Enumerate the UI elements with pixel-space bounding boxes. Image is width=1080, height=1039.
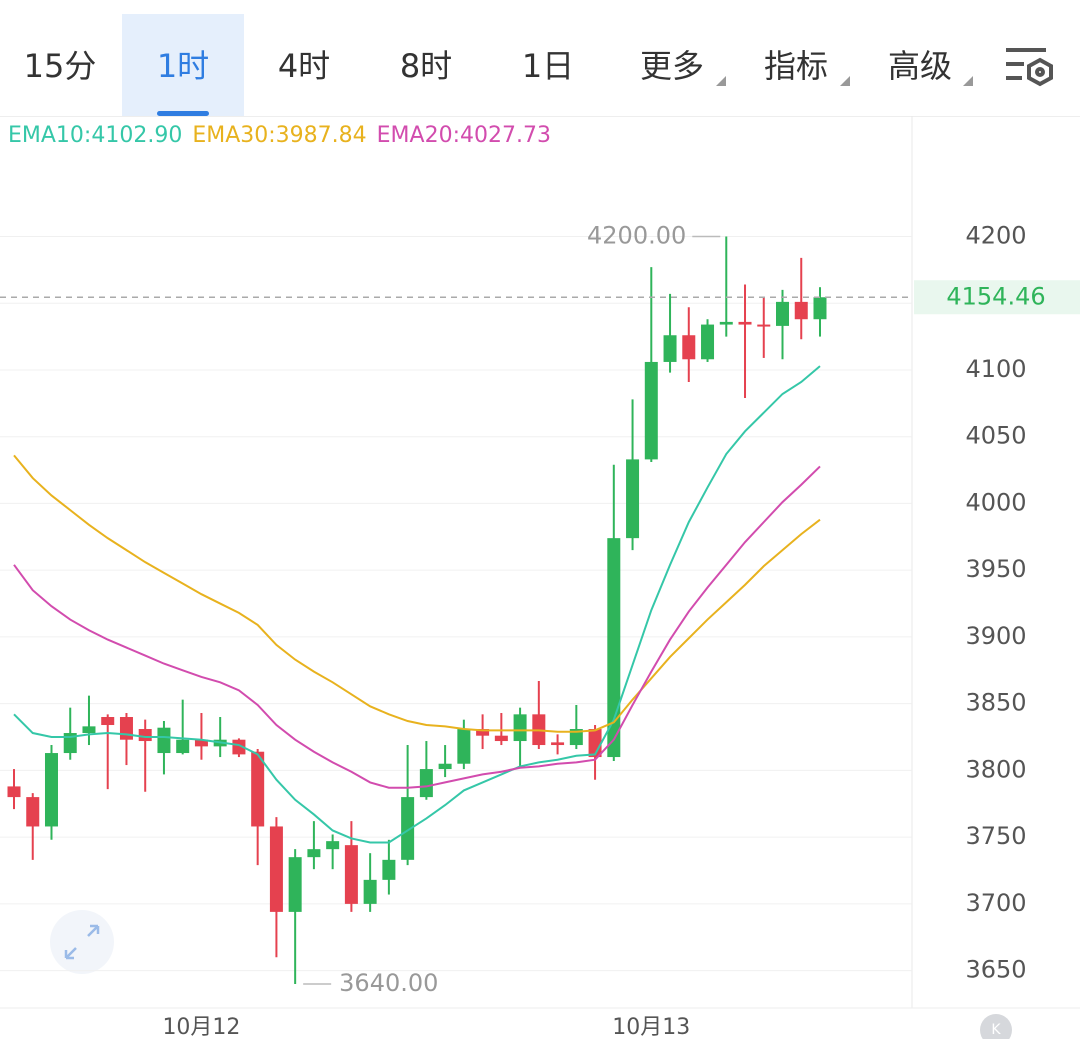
candle-body [626, 459, 640, 539]
x-tick-label: 10月13 [612, 1015, 690, 1039]
k-button[interactable] [980, 1014, 1012, 1039]
candle-body [63, 733, 77, 754]
legend-entry: EMA30:3987.84 [192, 123, 366, 148]
candle-body [663, 335, 677, 362]
candle-body [269, 826, 283, 912]
candle-body [44, 753, 58, 827]
candle-body [682, 335, 696, 360]
candle-body [476, 729, 490, 736]
candle-body [157, 727, 171, 754]
annotation-label: 3640.00 [339, 969, 438, 997]
candle-body [701, 324, 715, 360]
candle-body [251, 751, 265, 827]
candle-body [719, 321, 733, 325]
tab[interactable]: 1日 [521, 47, 575, 85]
candle-body [382, 859, 396, 880]
y-tick-label: 3950 [965, 555, 1026, 583]
tab[interactable]: 8时 [399, 47, 453, 85]
candle-body [119, 717, 133, 740]
tab[interactable]: 15分 [23, 47, 97, 85]
legend-entry: EMA10:4102.90 [8, 123, 182, 148]
candle-body [326, 841, 340, 850]
candle-body [7, 786, 21, 798]
candle-body [138, 729, 152, 742]
candle-body [569, 729, 583, 746]
candle-body [176, 739, 190, 754]
candle-body [794, 301, 808, 320]
ema-line [13, 365, 821, 844]
ema-line [13, 465, 821, 789]
candle-body [232, 739, 246, 755]
y-tick-label: 4100 [965, 355, 1026, 383]
candle-body [101, 717, 115, 726]
candle-body [419, 769, 433, 798]
candle-body [494, 735, 508, 742]
y-tick-label: 4200 [965, 221, 1026, 249]
last-price-box [914, 280, 1080, 315]
candle-body [738, 321, 752, 325]
candle-body [551, 742, 565, 746]
y-tick-label: 4000 [965, 488, 1026, 516]
candle-body [607, 538, 621, 758]
y-tick-label: 3750 [965, 822, 1026, 850]
last-price-label: 4154.46 [946, 282, 1045, 310]
y-tick-label: 3900 [965, 622, 1026, 650]
candle-body [457, 729, 471, 764]
y-tick-label: 3800 [965, 755, 1026, 783]
dropdown-marker [716, 76, 726, 86]
candle-body [401, 797, 415, 860]
candle-body [82, 726, 96, 734]
expand-button[interactable] [50, 910, 114, 974]
y-tick-label: 4050 [965, 422, 1026, 450]
candle-body [438, 763, 452, 770]
candle-body [288, 857, 302, 912]
legend-entry: EMA20:4027.73 [377, 123, 551, 148]
dropdown-marker [840, 76, 850, 86]
tab[interactable]: 指标 [763, 47, 828, 85]
active-indicator [157, 111, 209, 116]
y-tick-label: 3850 [965, 689, 1026, 717]
x-tick-label: 10月12 [162, 1015, 240, 1039]
candle-body [194, 739, 208, 747]
candle-body [513, 714, 527, 742]
tab-bar: 15分 1时 4时 8时 1日 更多 指标 高级 [0, 0, 1080, 117]
k-icon: K [991, 1022, 1001, 1038]
candle-body [757, 324, 771, 327]
candle-body [26, 797, 40, 827]
tab[interactable]: 更多 [639, 47, 704, 85]
candle-body [813, 297, 827, 320]
expand-icon [64, 924, 100, 960]
ema-line [13, 454, 821, 733]
tab[interactable]: 4时 [277, 47, 331, 85]
candle-body [644, 361, 658, 460]
settings-icon[interactable] [1006, 48, 1053, 87]
tab[interactable]: 高级 [887, 47, 952, 85]
candle-body [363, 879, 377, 904]
annotation-label: 4200.00 [587, 221, 686, 249]
tab[interactable]: 1时 [122, 14, 244, 116]
y-tick-label: 3700 [965, 889, 1026, 917]
candle-body [344, 845, 358, 904]
candle-body [307, 849, 321, 858]
y-tick-label: 3650 [965, 956, 1026, 984]
candle-body [776, 301, 790, 326]
dropdown-marker [963, 76, 973, 86]
